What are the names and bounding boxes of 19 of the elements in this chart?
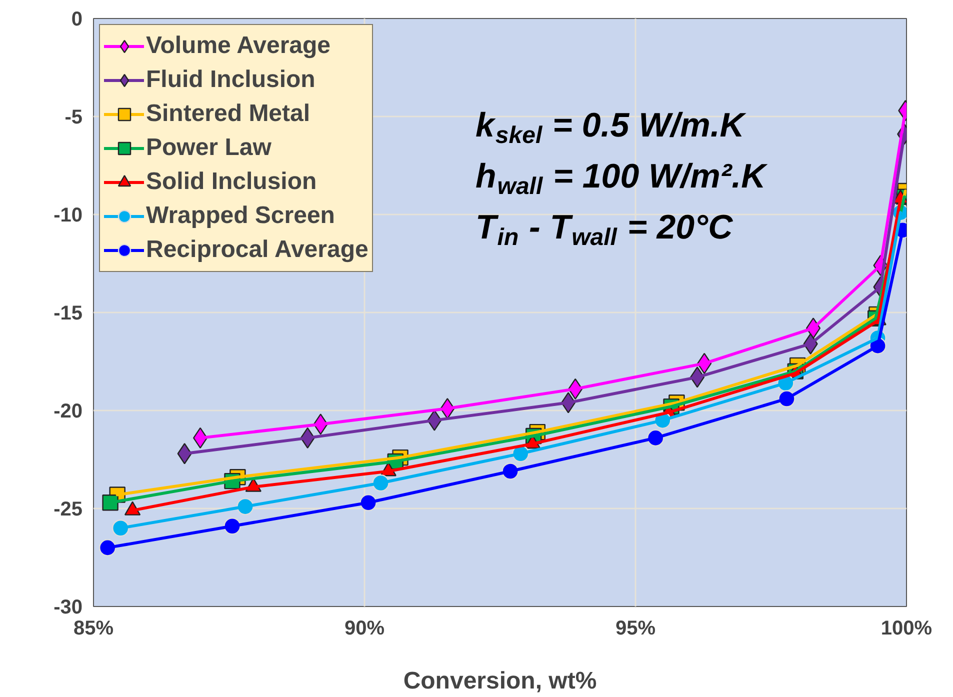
y-tick-label: -25 (54, 498, 82, 520)
y-tick-label: -10 (54, 204, 82, 226)
legend-label: Wrapped Screen (146, 201, 335, 231)
legend-label: Sintered Metal (146, 99, 310, 129)
y-tick-label: 0 (71, 8, 82, 30)
x-tick-label: 100% (880, 618, 932, 640)
x-tick-label: 90% (344, 618, 385, 640)
x-tick-label: 95% (615, 618, 656, 640)
legend-label: Fluid Inclusion (146, 65, 316, 95)
y-tick-label: -15 (54, 302, 82, 324)
y-tick-label: -5 (64, 106, 83, 128)
y-tick-label: -30 (54, 596, 82, 618)
x-axis-title: Conversion, wt% (403, 668, 597, 694)
y-tick-label: -20 (54, 400, 82, 422)
legend-label: Solid Inclusion (146, 167, 317, 197)
legend-label: Volume Average (146, 31, 331, 61)
legend-label: Power Law (146, 133, 272, 163)
legend-label: Reciprocal Average (146, 235, 368, 265)
x-tick-label: 85% (73, 618, 114, 640)
